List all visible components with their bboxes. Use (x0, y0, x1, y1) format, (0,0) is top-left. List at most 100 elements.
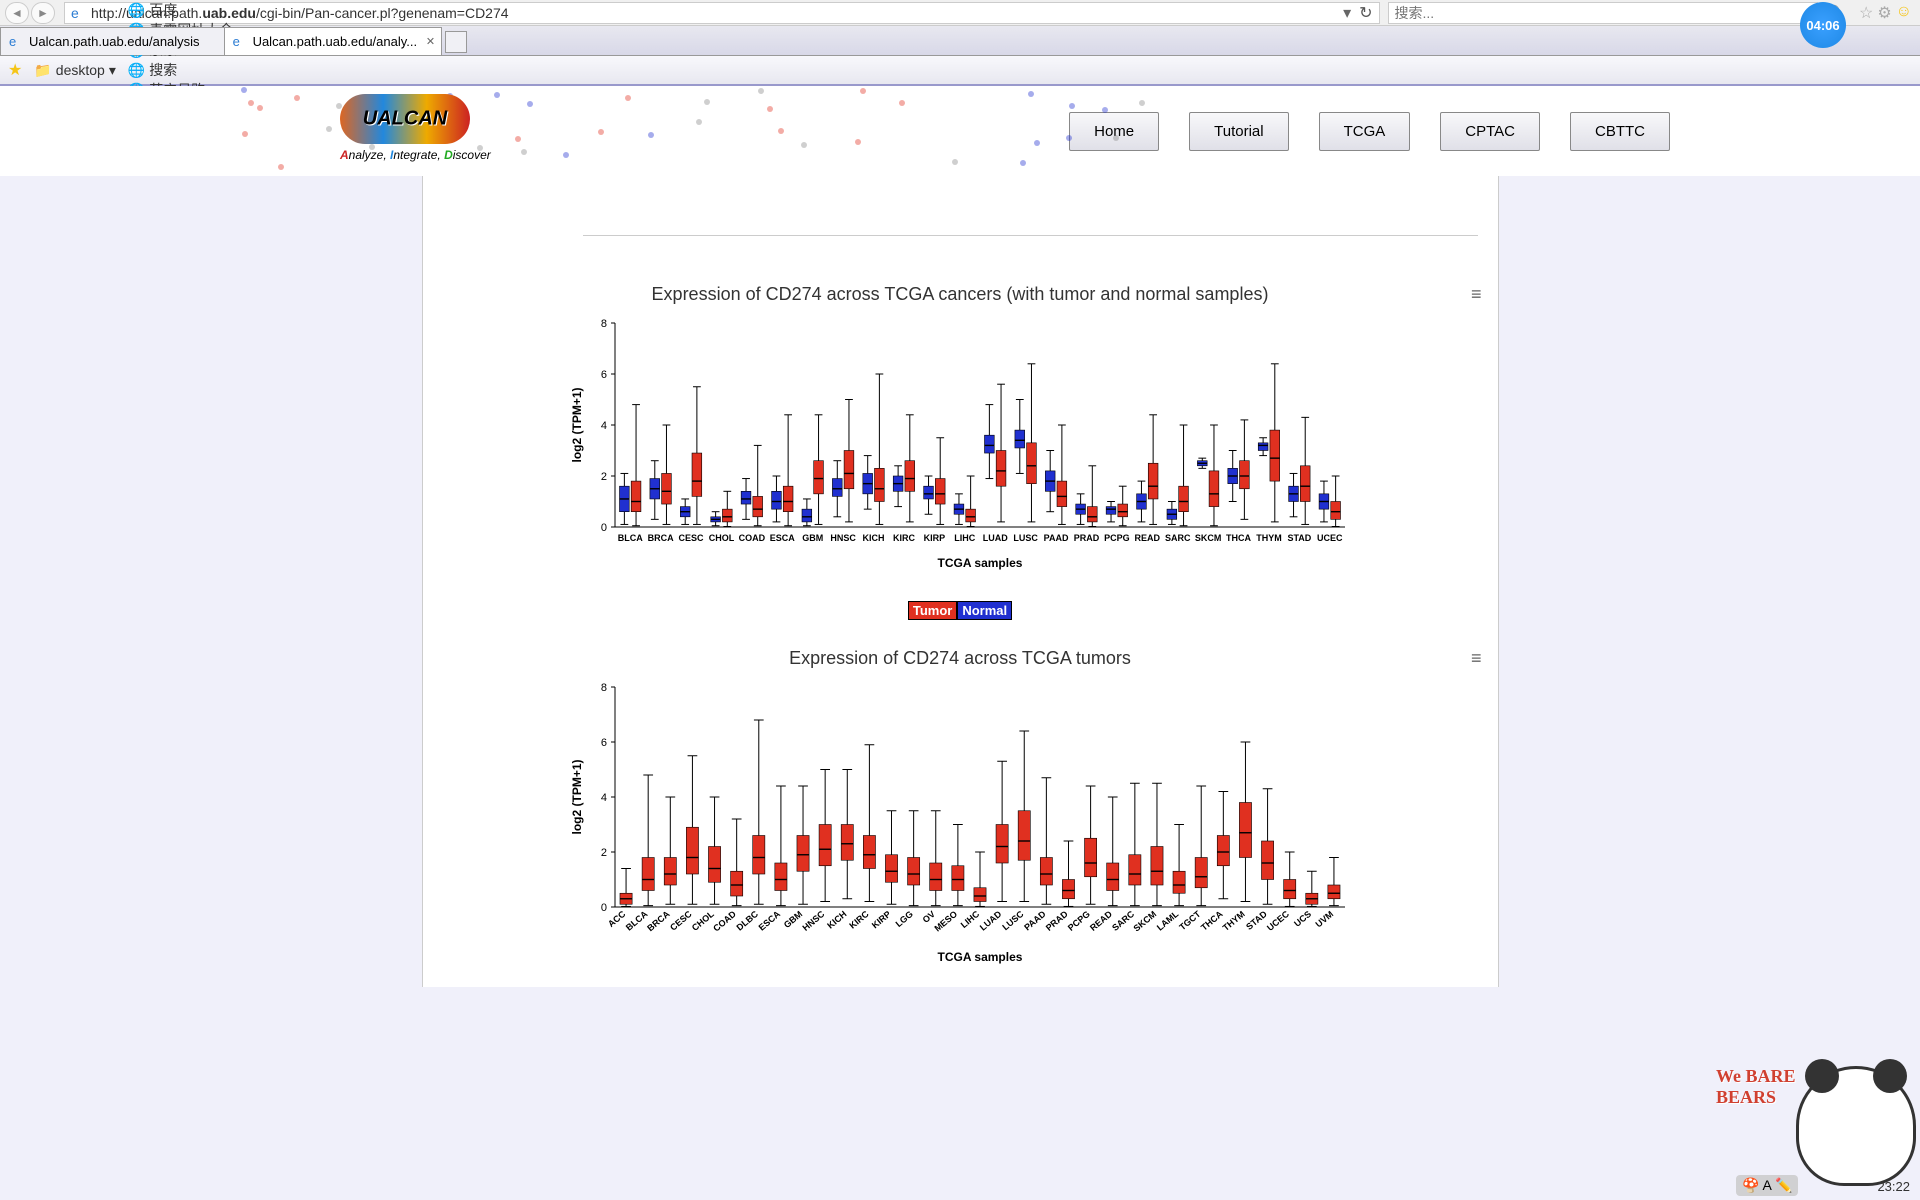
chart2-menu-icon[interactable]: ≡ (1471, 648, 1482, 669)
svg-text:OV: OV (921, 909, 937, 925)
svg-text:4: 4 (601, 420, 607, 432)
site-header: UALCAN Analyze, Integrate, Discover Home… (0, 86, 1920, 176)
svg-text:KICH: KICH (863, 533, 885, 543)
browser-toolbar: ◄ ► e http://ualcan.path.uab.edu/cgi-bin… (0, 0, 1920, 26)
panel-divider (583, 196, 1478, 236)
nav-cbttc[interactable]: CBTTC (1570, 112, 1670, 151)
svg-text:COAD: COAD (711, 909, 738, 934)
url-text: http://ualcan.path.uab.edu/cgi-bin/Pan-c… (91, 5, 1343, 21)
ie-icon: e (9, 34, 25, 50)
svg-text:HNSC: HNSC (830, 533, 856, 543)
dropdown-icon[interactable]: ▾ (1343, 3, 1351, 23)
svg-text:DLBC: DLBC (734, 909, 760, 933)
svg-text:READ: READ (1135, 533, 1161, 543)
svg-text:CESC: CESC (668, 909, 694, 933)
svg-text:6: 6 (601, 369, 607, 381)
svg-text:HNSC: HNSC (800, 909, 826, 933)
svg-text:BRCA: BRCA (645, 909, 672, 934)
bookmark-item[interactable]: 🌐 搜索 (128, 60, 233, 80)
close-icon[interactable]: ✕ (426, 35, 435, 48)
chart1-menu-icon[interactable]: ≡ (1471, 284, 1482, 305)
svg-text:GBM: GBM (802, 533, 823, 543)
chart2-title: Expression of CD274 across TCGA tumors (423, 648, 1498, 669)
timer-badge: 04:06 (1800, 2, 1846, 48)
svg-text:UCEC: UCEC (1265, 909, 1291, 933)
svg-text:TGCT: TGCT (1177, 909, 1203, 933)
svg-text:ESCA: ESCA (770, 533, 796, 543)
svg-text:PCPG: PCPG (1066, 909, 1092, 933)
svg-text:TCGA samples: TCGA samples (938, 556, 1023, 570)
svg-text:0: 0 (601, 902, 607, 914)
logo-text: UALCAN (363, 108, 447, 131)
legend: TumorNormal (423, 601, 1498, 620)
svg-text:BLCA: BLCA (624, 909, 650, 933)
svg-text:TCGA samples: TCGA samples (938, 950, 1023, 964)
svg-text:6: 6 (601, 737, 607, 749)
svg-text:UCS: UCS (1292, 909, 1313, 929)
browser-tab[interactable]: e Ualcan.path.uab.edu/analy... ✕ (224, 27, 443, 55)
chart1-title: Expression of CD274 across TCGA cancers … (423, 284, 1498, 305)
legend-tumor: Tumor (908, 601, 957, 620)
globe-icon: 🌐 (128, 2, 145, 19)
svg-text:log2 (TPM+1): log2 (TPM+1) (570, 387, 584, 462)
svg-text:BLCA: BLCA (618, 533, 643, 543)
address-bar[interactable]: e http://ualcan.path.uab.edu/cgi-bin/Pan… (64, 2, 1380, 24)
back-button[interactable]: ◄ (5, 2, 29, 24)
refresh-icon[interactable]: ↻ (1359, 3, 1372, 23)
tab-label: Ualcan.path.uab.edu/analysis (29, 34, 200, 49)
favorites-icon[interactable]: ★ (8, 60, 22, 80)
nav-tutorial[interactable]: Tutorial (1189, 112, 1288, 151)
search-bar[interactable] (1388, 2, 1818, 24)
panda-icon (1796, 1066, 1916, 1186)
svg-text:STAD: STAD (1244, 909, 1269, 932)
bookmark-folder-desktop[interactable]: 📁desktop ▾ (34, 62, 116, 79)
browser-tab[interactable]: e Ualcan.path.uab.edu/analysis (0, 27, 225, 55)
bookmarks-bar: ★ 📁desktop ▾ 🌐 百度🌐 毒霸网址大全🌐 京东🌐 搜索🌐 苏宁易购🌐… (0, 56, 1920, 86)
svg-text:8: 8 (601, 318, 607, 330)
svg-text:LGG: LGG (894, 909, 915, 929)
bookmark-item[interactable]: 🌐 百度 (128, 0, 233, 20)
svg-text:SARC: SARC (1110, 909, 1136, 933)
page-content: UALCAN Analyze, Integrate, Discover Home… (0, 86, 1920, 1200)
search-input[interactable] (1395, 5, 1811, 21)
settings-gear-icon[interactable]: ⚙ (1877, 3, 1891, 23)
nav-tcga[interactable]: TCGA (1319, 112, 1411, 151)
svg-text:KICH: KICH (825, 909, 848, 931)
chart2-svg: 02468log2 (TPM+1)ACCBLCABRCACESCCHOLCOAD… (565, 677, 1355, 967)
svg-text:COAD: COAD (739, 533, 766, 543)
svg-text:LUSC: LUSC (1013, 533, 1038, 543)
favorite-star-icon[interactable]: ☆ (1859, 3, 1873, 23)
chart2-block: Expression of CD274 across TCGA tumors ≡… (423, 640, 1498, 987)
svg-text:PAAD: PAAD (1044, 533, 1069, 543)
svg-text:BRCA: BRCA (648, 533, 674, 543)
nav-cptac[interactable]: CPTAC (1440, 112, 1540, 151)
site-logo[interactable]: UALCAN Analyze, Integrate, Discover (340, 94, 491, 162)
svg-text:LIHC: LIHC (954, 533, 975, 543)
nav-home[interactable]: Home (1069, 112, 1159, 151)
svg-text:KIRC: KIRC (847, 909, 871, 931)
svg-text:LUAD: LUAD (983, 533, 1008, 543)
svg-text:SKCM: SKCM (1195, 533, 1222, 543)
svg-text:THCA: THCA (1226, 533, 1251, 543)
chart1-svg: 02468log2 (TPM+1)BLCABRCACESCCHOLCOADESC… (565, 313, 1355, 573)
svg-text:THYM: THYM (1256, 533, 1282, 543)
ie-icon: e (233, 34, 249, 50)
svg-text:2: 2 (601, 847, 607, 859)
forward-button[interactable]: ► (31, 2, 55, 24)
svg-text:CHOL: CHOL (709, 533, 735, 543)
cartoon-badges: 🍄 A ✏️ (1736, 1175, 1798, 1196)
main-panel: Expression of CD274 across TCGA cancers … (422, 176, 1499, 987)
cartoon-text: We BAREBEARS (1716, 1066, 1796, 1108)
svg-text:CESC: CESC (679, 533, 705, 543)
tab-label: Ualcan.path.uab.edu/analy... (253, 34, 418, 49)
smiley-icon[interactable]: ☺ (1896, 3, 1912, 23)
svg-text:READ: READ (1088, 909, 1114, 933)
new-tab-button[interactable] (445, 31, 467, 53)
svg-text:2: 2 (601, 471, 607, 483)
svg-text:ESCA: ESCA (757, 909, 783, 933)
svg-text:KIRP: KIRP (870, 909, 893, 930)
svg-text:log2 (TPM+1): log2 (TPM+1) (570, 759, 584, 834)
chart1-block: Expression of CD274 across TCGA cancers … (423, 276, 1498, 593)
svg-text:4: 4 (601, 792, 607, 804)
svg-text:SKCM: SKCM (1132, 909, 1159, 934)
